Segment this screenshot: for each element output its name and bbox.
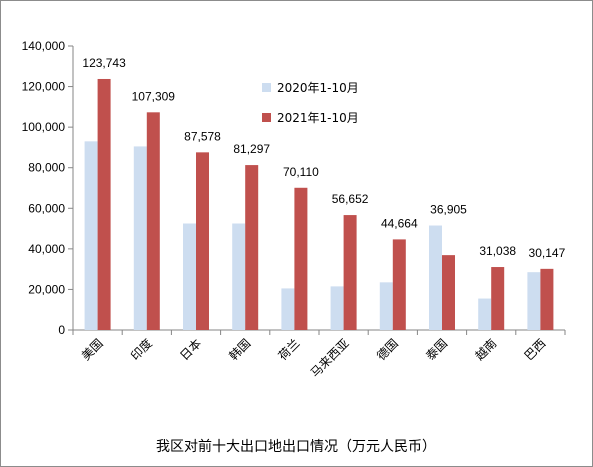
x-tick-label: 德国 — [373, 336, 401, 364]
bar-2020 — [232, 223, 246, 330]
bar-2021 — [442, 255, 455, 330]
x-tick-label: 日本 — [177, 336, 204, 363]
chart-title: 我区对前十大出口地出口情况（万元人民币） — [156, 438, 436, 455]
bar-2020 — [330, 286, 344, 330]
legend-label: 2020年1-10月 — [277, 81, 359, 95]
x-tick-label: 韩国 — [226, 336, 254, 364]
bar-2020 — [478, 298, 492, 330]
x-tick-label: 巴西 — [522, 336, 549, 363]
bar-2021 — [146, 112, 160, 330]
data-label: 56,652 — [332, 192, 369, 206]
legend: 2020年1-10月 2021年1-10月 — [262, 81, 359, 125]
bar-2020 — [527, 272, 541, 330]
bar-2020 — [183, 223, 196, 330]
bar-2020 — [429, 225, 442, 330]
bar-2020 — [379, 282, 393, 330]
x-tick-label: 马来西亚 — [308, 336, 352, 380]
x-tick-label: 美国 — [79, 336, 106, 363]
y-tick-label: 20,000 — [28, 282, 65, 296]
bar-2020 — [281, 288, 295, 330]
data-label: 44,664 — [381, 216, 418, 230]
bar-2021 — [97, 78, 111, 330]
y-tick-label: 120,000 — [22, 80, 66, 94]
data-label: 70,110 — [283, 165, 319, 179]
bars — [84, 78, 554, 330]
bar-2021 — [245, 165, 259, 330]
data-label: 31,038 — [479, 244, 516, 258]
data-label: 107,309 — [132, 89, 176, 103]
y-tick-label: 80,000 — [28, 161, 65, 175]
data-label: 36,905 — [430, 203, 467, 217]
y-tick-label: 60,000 — [28, 201, 65, 215]
y-tick-label: 40,000 — [28, 242, 65, 256]
bar-2020 — [84, 141, 98, 330]
legend-swatch — [262, 83, 271, 92]
bar-2021 — [491, 267, 505, 330]
bar-2021 — [392, 239, 406, 330]
y-tick-label: 0 — [58, 323, 65, 337]
bar-2021 — [196, 152, 209, 330]
legend-swatch — [262, 113, 271, 122]
data-label: 87,578 — [184, 129, 221, 143]
x-tick-label: 印度 — [127, 336, 155, 364]
x-tick-label: 泰国 — [423, 336, 450, 363]
bar-2021 — [294, 187, 308, 330]
data-labels: 123,743 107,309 87,578 81,297 70,110 56,652 44… — [82, 56, 565, 260]
x-tick-label: 越南 — [472, 336, 500, 364]
bar-2021 — [540, 268, 554, 330]
axes: 0 20,000 40,000 60,000 80,000 100,000 120,000 1… — [22, 39, 566, 380]
data-label: 30,147 — [529, 246, 566, 260]
data-label: 123,743 — [82, 56, 126, 70]
bar-2020 — [133, 146, 147, 330]
x-tick-label: 荷兰 — [276, 336, 303, 363]
legend-label: 2021年1-10月 — [277, 111, 359, 125]
data-label: 81,297 — [233, 142, 270, 156]
y-tick-label: 100,000 — [22, 120, 66, 134]
bar-2021 — [343, 215, 357, 330]
y-tick-label: 140,000 — [22, 39, 66, 53]
